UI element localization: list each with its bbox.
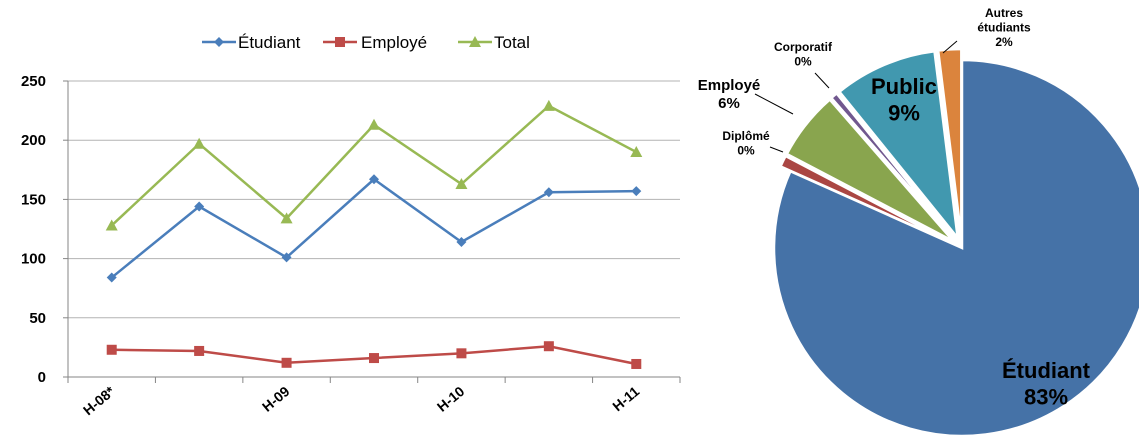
data-point <box>455 178 468 190</box>
data-point <box>194 201 205 212</box>
data-point <box>369 353 379 364</box>
y-tick-label: 50 <box>29 310 46 327</box>
y-tick-label: 200 <box>21 132 46 149</box>
leader-line <box>754 93 794 115</box>
x-tick-label: H-09 <box>259 383 293 415</box>
data-point <box>630 146 643 158</box>
data-point <box>542 99 555 111</box>
x-tick-label: H-11 <box>609 383 642 414</box>
y-tick-label: 150 <box>21 191 46 208</box>
line-chart: 0 50 100 150 200 250 H-08* H-09 H-10 H-11 Étudiant… <box>21 33 681 419</box>
y-tick-label: 100 <box>21 251 46 268</box>
data-point <box>106 272 117 283</box>
legend-label: Étudiant <box>238 33 301 52</box>
legend: Étudiant Employé Total <box>202 33 530 52</box>
legend-label: Total <box>494 33 530 52</box>
series-line <box>110 177 637 279</box>
data-point <box>631 358 642 369</box>
data-point <box>105 219 118 231</box>
data-point <box>106 344 117 355</box>
x-tick-label: H-10 <box>434 383 468 415</box>
pie-label: Corporatif <box>774 40 833 54</box>
pie-label: Employé <box>698 77 761 94</box>
legend-label: Employé <box>361 33 427 52</box>
data-point <box>543 341 554 352</box>
pie-slice <box>936 47 963 238</box>
y-tick-label: 250 <box>21 73 46 90</box>
pie-value: 2% <box>995 35 1013 49</box>
pie-slice <box>772 58 1139 438</box>
data-point <box>369 174 379 185</box>
leader-line <box>814 72 830 89</box>
pie-slice <box>837 49 960 243</box>
x-tick-label: H-08* <box>80 383 118 419</box>
data-point <box>631 186 642 197</box>
data-point <box>194 345 205 356</box>
data-point <box>456 348 467 359</box>
leader-line <box>769 146 784 153</box>
legend-marker <box>214 37 224 47</box>
leader-line <box>942 40 958 54</box>
pie-value: 83% <box>1024 384 1068 409</box>
legend-marker <box>469 36 481 47</box>
pie-slice <box>829 91 956 241</box>
data-point <box>456 237 467 248</box>
pie-slice <box>785 97 955 243</box>
legend-marker <box>335 37 345 47</box>
data-point <box>280 212 293 224</box>
pie-value: 0% <box>794 54 812 68</box>
pie-value: 6% <box>718 95 740 112</box>
pie-label: Autres <box>985 6 1023 20</box>
data-point <box>281 357 292 368</box>
data-point <box>193 137 206 149</box>
pie-label: Diplômé <box>722 129 770 143</box>
pie-slice <box>778 154 953 245</box>
pie-label: Étudiant <box>1002 358 1091 383</box>
data-point <box>368 118 380 130</box>
pie-value: 9% <box>888 100 920 125</box>
data-point <box>281 252 292 263</box>
data-point <box>543 187 554 198</box>
y-tick-label: 0 <box>38 369 46 386</box>
pie-label: étudiants <box>977 20 1031 34</box>
pie-chart: Étudiant83%Diplômé0%Employé6%Corporatif0… <box>698 6 1139 438</box>
pie-value: 0% <box>737 143 755 157</box>
pie-label: Public <box>871 74 937 99</box>
